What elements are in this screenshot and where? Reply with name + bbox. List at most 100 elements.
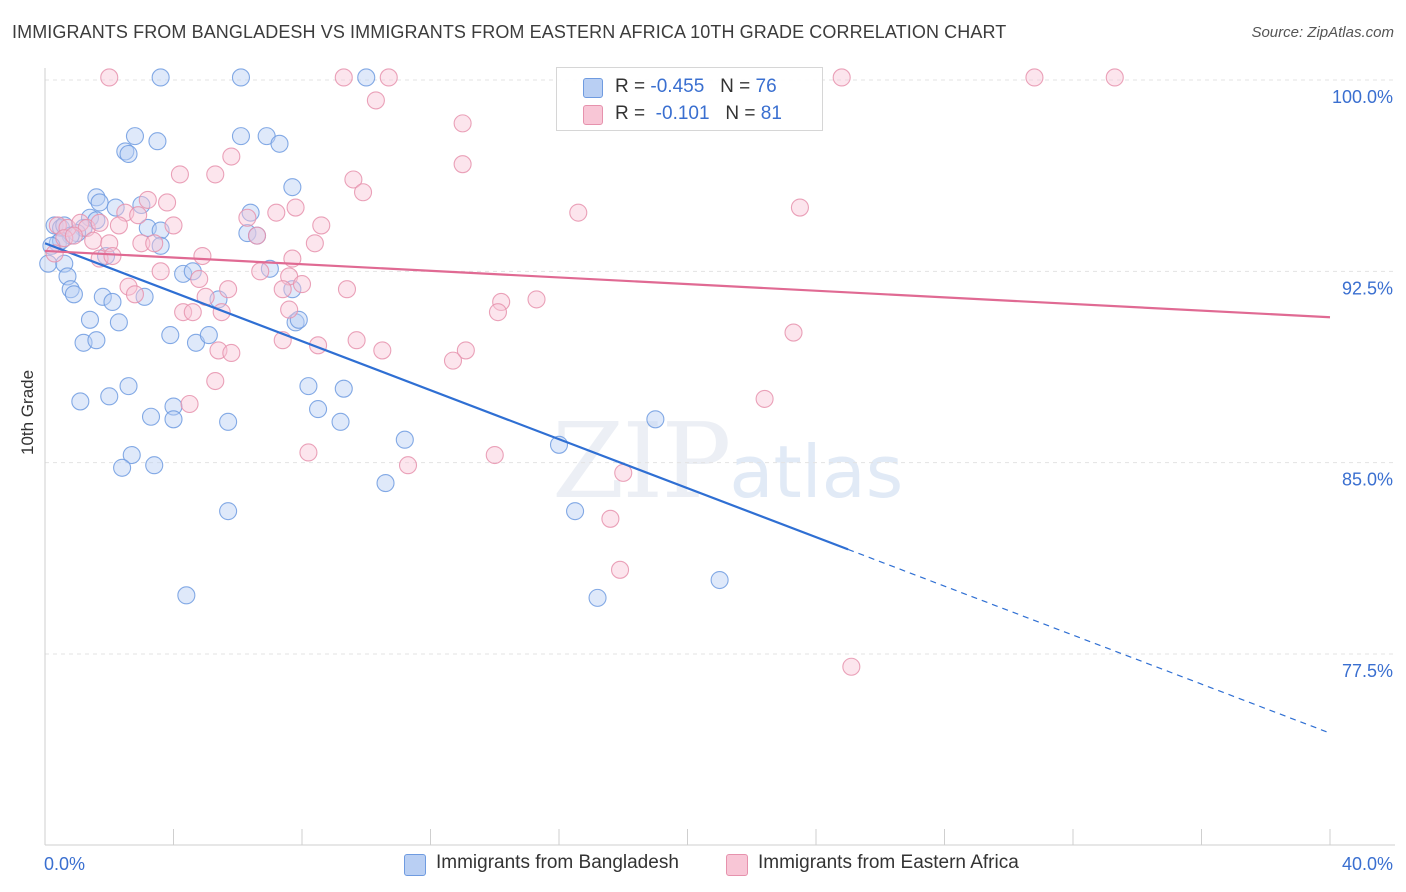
point-bangladesh [64,285,83,304]
point-eastern-africa [453,114,472,133]
legend-swatch-eastern-africa [583,105,603,125]
point-eastern-africa [569,203,588,222]
point-bangladesh [145,456,164,475]
point-eastern-africa [453,155,472,174]
point-eastern-africa [344,170,363,189]
point-eastern-africa [755,389,774,408]
point-bangladesh [588,588,607,607]
point-bangladesh [395,430,414,449]
point-eastern-africa [219,280,238,299]
point-eastern-africa [100,68,119,87]
point-bangladesh [119,377,138,396]
watermark: ZIPatlas [552,400,903,522]
point-eastern-africa [456,341,475,360]
point-bangladesh [113,458,132,477]
point-eastern-africa [527,290,546,309]
point-eastern-africa [790,198,809,217]
point-eastern-africa [158,193,177,212]
point-eastern-africa [193,246,212,266]
point-bangladesh [241,203,260,222]
point-bangladesh [87,188,106,207]
point-eastern-africa [125,285,144,304]
point-bangladesh [106,198,125,217]
point-bangladesh [357,68,376,87]
chart-source: Source: ZipAtlas.com [1251,24,1394,41]
chart-title: IMMIGRANTS FROM BANGLADESH VS IMMIGRANTS… [12,22,1007,42]
point-bangladesh [87,331,106,350]
point-eastern-africa [267,203,286,222]
point-bangladesh [100,387,119,406]
watermark-atlas: atlas [729,430,904,514]
y-tick-label: 85.0% [1342,470,1393,490]
point-bangladesh [177,586,196,605]
point-eastern-africa [443,351,463,370]
point-eastern-africa [305,234,324,253]
point-bangladesh [61,280,80,299]
point-eastern-africa [273,280,292,299]
point-bangladesh [90,193,109,212]
point-eastern-africa [90,213,109,232]
point-eastern-africa [145,234,164,253]
trendline-bangladesh [44,242,849,551]
point-bangladesh [122,445,141,465]
point-bangladesh [219,502,238,521]
point-eastern-africa [373,341,392,360]
point-eastern-africa [366,91,385,110]
point-eastern-africa [170,165,189,184]
point-eastern-africa [180,394,199,414]
point-eastern-africa [84,231,103,250]
point-eastern-africa [251,262,270,281]
point-bangladesh [39,254,58,273]
point-eastern-africa [238,208,257,227]
legend-n-value: 81 [760,103,782,124]
y-tick-label: 92.5% [1342,278,1393,298]
point-bangladesh [148,132,167,151]
point-eastern-africa [280,300,299,319]
point-eastern-africa [64,226,83,245]
point-bangladesh [231,127,251,146]
y-tick-label: 77.5% [1342,661,1393,681]
point-bangladesh [109,313,128,332]
bottom-legend-label-eastern-africa: Immigrants from Eastern Africa [758,852,1019,873]
point-eastern-africa [1105,68,1124,87]
point-eastern-africa [103,246,122,266]
point-bangladesh [710,570,729,590]
bottom-legend-label-bangladesh: Immigrants from Bangladesh [436,852,679,873]
watermark-zip: ZIP [552,400,731,522]
y-axis-label: 10th Grade [18,369,37,455]
point-bangladesh [646,410,665,429]
bottom-legend-swatch-eastern-africa [726,854,748,876]
point-eastern-africa [353,183,373,202]
point-bangladesh [283,178,302,197]
point-bangladesh [119,144,138,164]
point-eastern-africa [183,303,202,322]
x-tick-label: 40.0% [1342,854,1393,874]
point-eastern-africa [610,560,630,579]
point-eastern-africa [379,68,398,87]
legend-r-label: R = [615,103,646,124]
point-eastern-africa [842,657,861,676]
point-eastern-africa [492,292,511,311]
legend-r-value: -0.455 [650,76,705,97]
point-eastern-africa [485,445,504,465]
point-bangladesh [80,310,100,329]
legend-r-value: -0.101 [655,103,710,124]
bottom-legend-swatch-bangladesh [404,854,426,876]
point-eastern-africa [164,216,183,235]
point-eastern-africa [337,280,357,299]
point-eastern-africa [1025,68,1044,87]
legend-r-label: R = [615,76,646,97]
point-bangladesh [231,68,251,87]
point-bangladesh [161,326,180,345]
point-bangladesh [219,412,238,431]
legend-n-value: 76 [755,76,777,97]
point-eastern-africa [109,216,128,235]
point-bangladesh [103,292,122,311]
point-eastern-africa [119,277,138,296]
x-tick-label: 0.0% [44,854,85,874]
point-eastern-africa [129,206,148,225]
point-eastern-africa [190,269,209,289]
point-bangladesh [71,392,90,411]
point-bangladesh [309,400,328,419]
point-eastern-africa [334,68,353,87]
